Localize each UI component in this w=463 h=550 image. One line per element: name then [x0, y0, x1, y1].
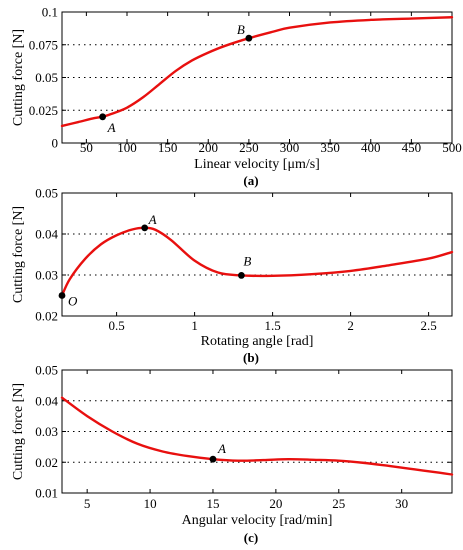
x-tick-label: 400 [361, 140, 381, 155]
y-tick-label: 0.02 [35, 309, 58, 324]
x-tick-label: 350 [320, 140, 340, 155]
point-b-label: B [237, 22, 245, 37]
point-a-label: A [107, 120, 116, 135]
x-tick-label: 20 [269, 496, 282, 511]
x-tick-label: 1 [191, 318, 198, 333]
y-tick-label: 0.05 [35, 363, 58, 378]
y-tick-label: 0.03 [35, 424, 58, 439]
panel-b: 0.02 0.03 0.04 0.05 0.5 1 1.5 2 2.5 Rotating angl… [11, 186, 454, 365]
x-tick-label: 30 [395, 496, 408, 511]
y-tick-label: 0.075 [29, 37, 58, 52]
x-tick-label: 500 [442, 140, 462, 155]
panel-a: 0 0.025 0.05 0.075 0.1 50 100 150 200 250 300 350 40… [11, 5, 462, 189]
y-tick-label: 0.025 [29, 103, 58, 118]
point-o-label: O [68, 294, 78, 309]
x-tick-label: 100 [117, 140, 137, 155]
point-a-label: A [148, 212, 157, 227]
x-tick-label: 50 [80, 140, 93, 155]
point-o-marker [58, 292, 66, 299]
y-tick-label: 0.01 [35, 486, 58, 501]
y-tick-label: 0.04 [35, 393, 58, 408]
panel-label: (b) [243, 350, 259, 365]
x-tick-label: 15 [206, 496, 219, 511]
series-line [60, 396, 454, 476]
x-tick-label: 150 [158, 140, 178, 155]
x-tick-label: 0.5 [108, 318, 124, 333]
y-tick-label: 0.03 [35, 268, 58, 283]
point-a-marker [141, 224, 149, 232]
y-tick-label: 0 [52, 136, 59, 151]
x-tick-label: 450 [402, 140, 422, 155]
point-a-label: A [217, 441, 226, 456]
x-tick-label: 5 [84, 496, 91, 511]
y-tick-label: 0.1 [42, 5, 58, 20]
x-tick-label: 250 [239, 140, 259, 155]
x-tick-label: 300 [280, 140, 300, 155]
plot-frame [61, 192, 453, 317]
panel-label: (c) [244, 530, 258, 545]
y-tick-label: 0.02 [35, 455, 58, 470]
y-axis-label: Cutting force [N] [11, 29, 26, 126]
x-axis-label: Linear velocity [μm/s] [194, 157, 320, 172]
y-tick-label: 0.04 [35, 227, 58, 242]
y-axis-label: Cutting force [N] [11, 206, 26, 303]
point-a-marker [209, 455, 217, 463]
point-b-marker [245, 34, 253, 42]
x-tick-label: 200 [199, 140, 219, 155]
point-a-marker [99, 113, 107, 121]
series-line [60, 226, 454, 297]
panel-c: 0.01 0.02 0.03 0.04 0.05 5 10 15 20 25 30 Angular v… [11, 363, 454, 545]
x-tick-label: 1.5 [264, 318, 280, 333]
x-axis-label: Angular velocity [rad/min] [182, 513, 333, 528]
y-axis-label: Cutting force [N] [11, 383, 26, 480]
point-b-label: B [243, 253, 251, 268]
y-tick-label: 0.05 [35, 70, 58, 85]
panel-label: (a) [243, 173, 258, 188]
x-tick-label: 10 [144, 496, 157, 511]
x-tick-label: 2.5 [420, 318, 436, 333]
y-tick-label: 0.05 [35, 186, 58, 201]
point-b-marker [238, 272, 245, 279]
series-line [60, 16, 454, 128]
x-tick-label: 2 [347, 318, 354, 333]
x-tick-label: 25 [332, 496, 345, 511]
x-axis-label: Rotating angle [rad] [201, 334, 314, 349]
